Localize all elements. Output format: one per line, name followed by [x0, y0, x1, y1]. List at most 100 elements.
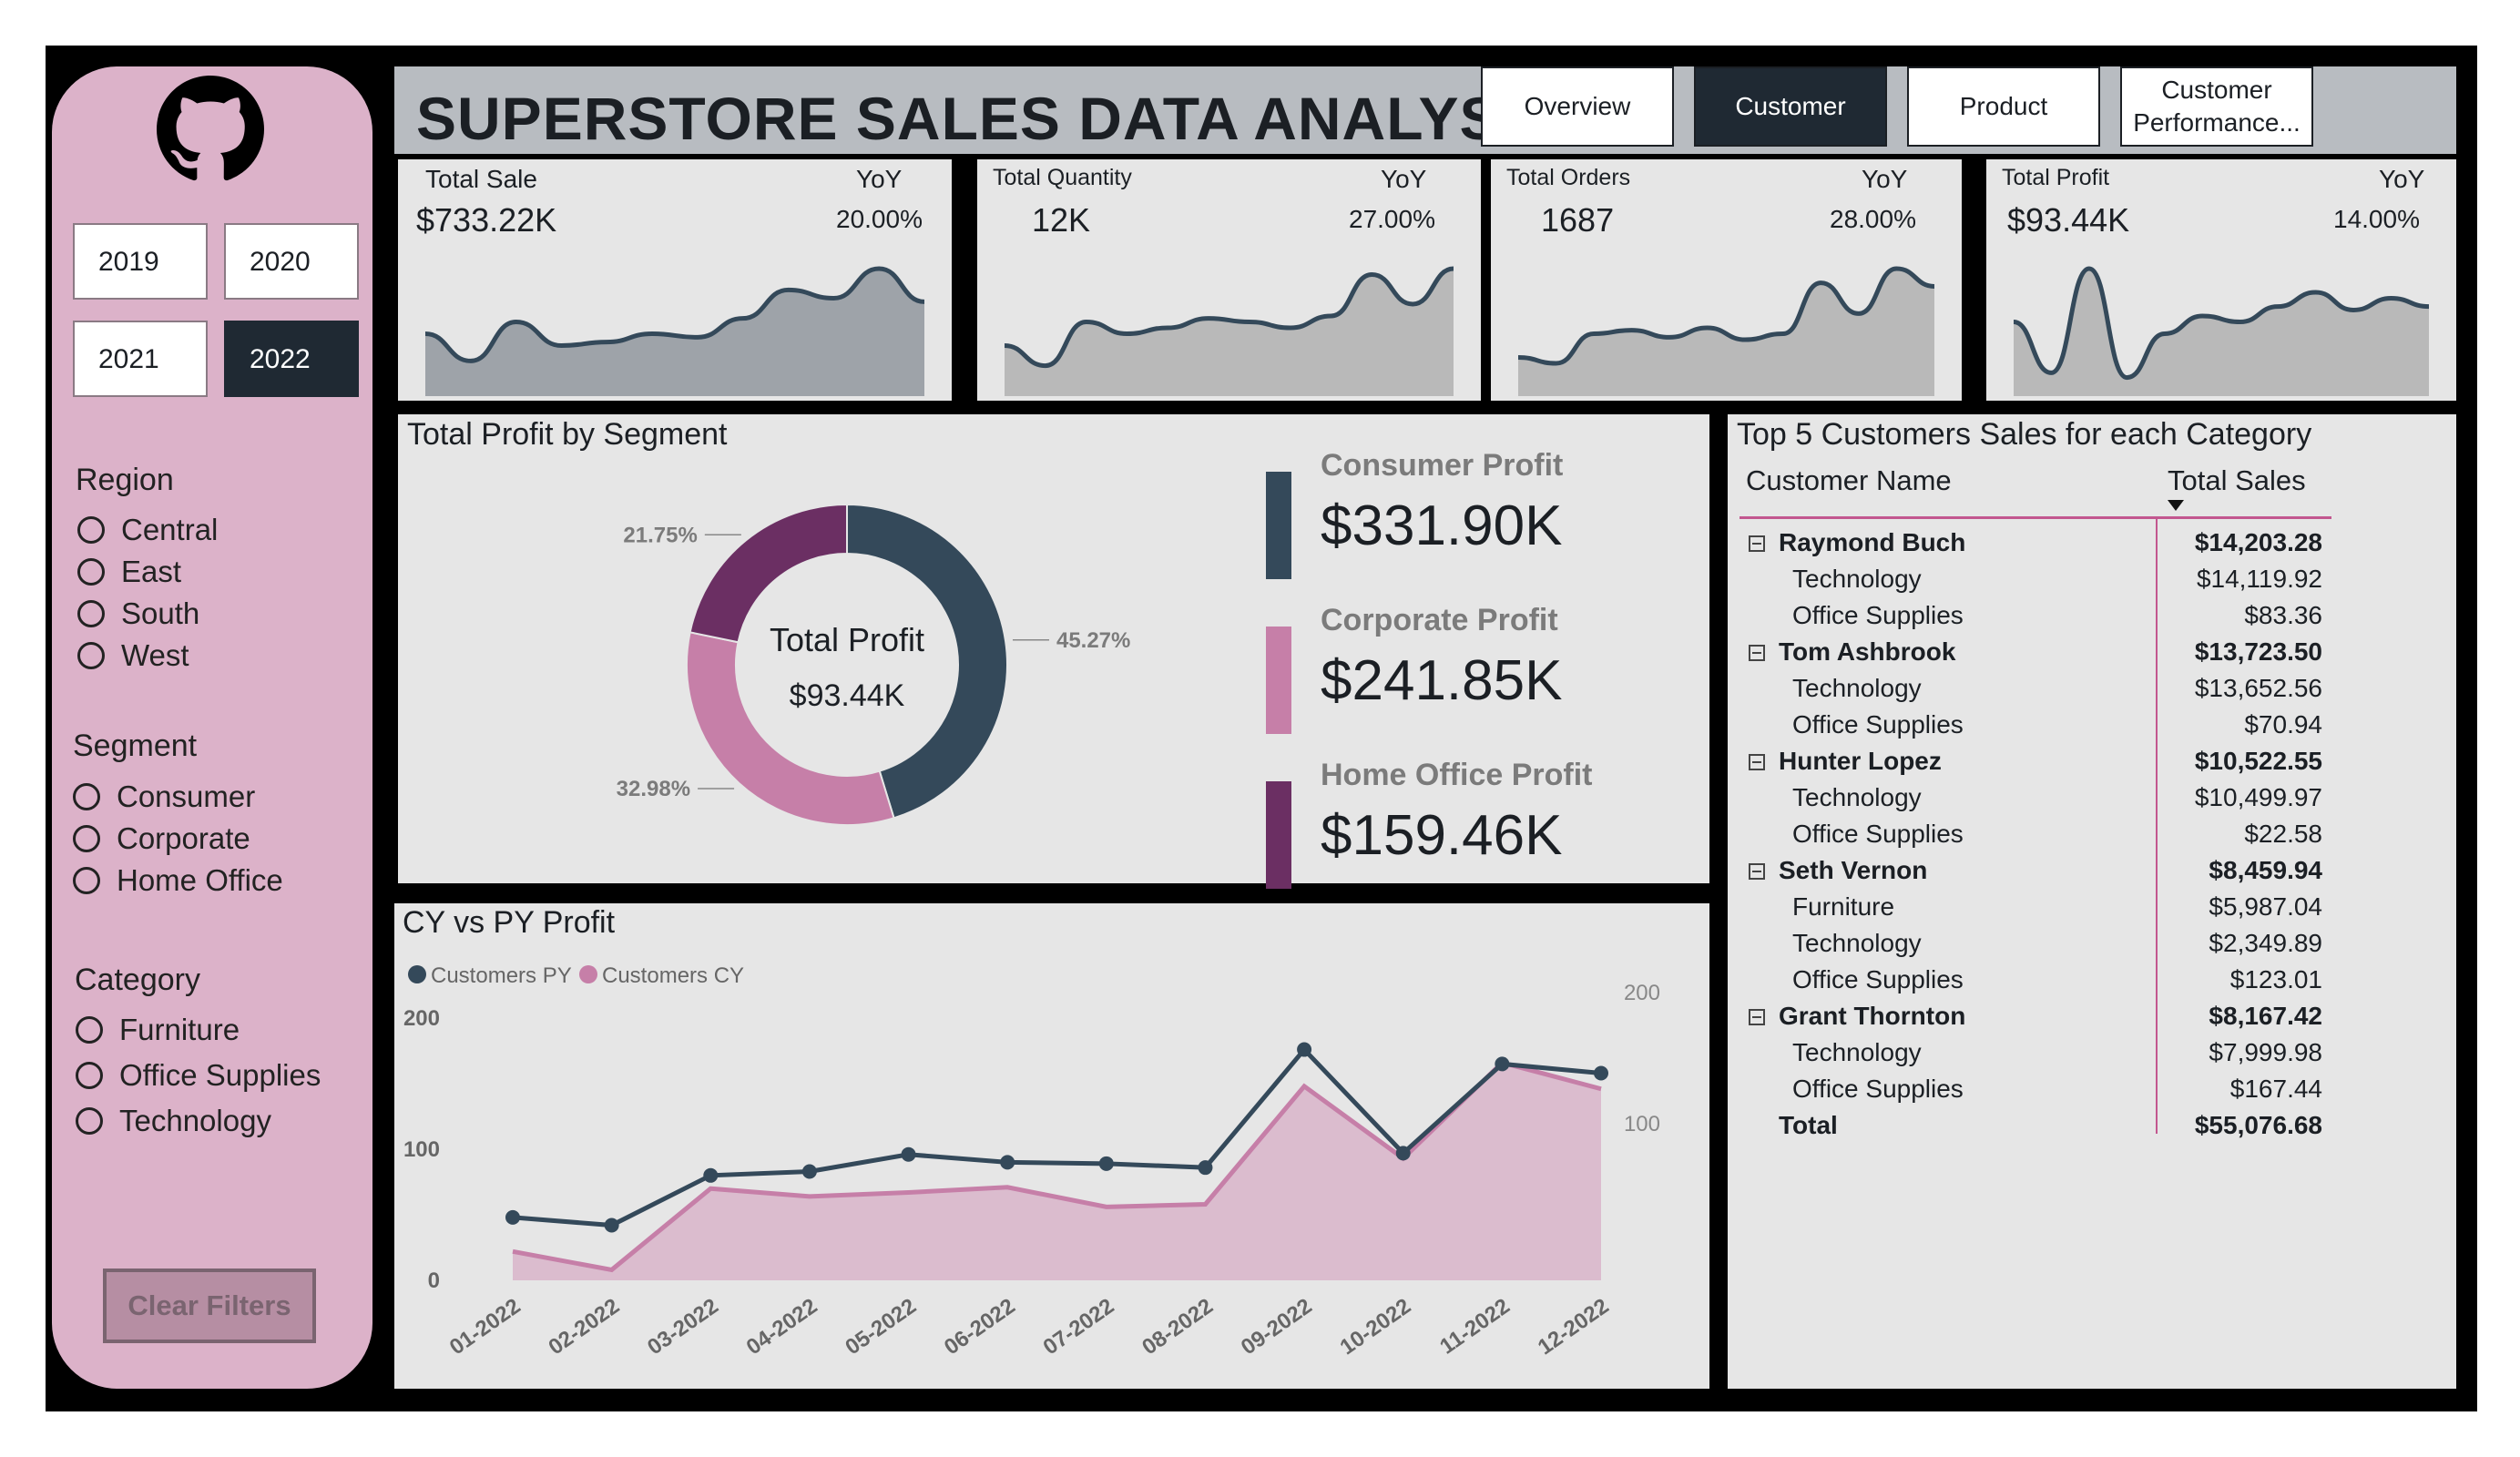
- sparkline-area: [1518, 269, 1934, 396]
- sort-desc-icon[interactable]: [2168, 500, 2186, 513]
- radio-button-icon[interactable]: [73, 867, 100, 894]
- customer-row[interactable]: Tom Ashbrook $13,723.50: [1740, 637, 2331, 674]
- radio-button-icon[interactable]: [77, 642, 105, 669]
- row-name: Technology: [1792, 674, 1922, 702]
- category-option-technology[interactable]: Technology: [76, 1104, 271, 1138]
- category-option-office-supplies[interactable]: Office Supplies: [76, 1058, 321, 1093]
- data-point-customers-py[interactable]: [1098, 1156, 1114, 1171]
- year-button-2022[interactable]: 2022: [224, 321, 359, 397]
- donut-slice-corporate[interactable]: [686, 631, 895, 826]
- donut-slice-consumer[interactable]: [846, 503, 1008, 820]
- radio-button-icon[interactable]: [76, 1016, 103, 1044]
- collapse-icon[interactable]: [1749, 863, 1765, 880]
- year-button-2021[interactable]: 2021: [73, 321, 208, 397]
- donut-pct-label: 21.75%: [623, 523, 697, 547]
- region-filter-title: Region: [76, 463, 174, 497]
- region-option-south[interactable]: South: [77, 596, 199, 631]
- kpi-yoy-value: 27.00%: [1349, 205, 1435, 233]
- category-row: Technology $7,999.98: [1740, 1038, 2331, 1075]
- row-value: $7,999.98: [2209, 1038, 2322, 1066]
- radio-button-icon[interactable]: [76, 1107, 103, 1135]
- tab-customer[interactable]: Customer: [1694, 66, 1887, 147]
- collapse-icon[interactable]: [1749, 1009, 1765, 1025]
- column-header-customer-name[interactable]: Customer Name: [1746, 464, 1952, 496]
- segment-donut-chart: 45.27% 32.98% 21.75% Total Profit $93.44K: [617, 503, 1130, 826]
- year-button-2019[interactable]: 2019: [73, 223, 208, 300]
- data-point-customers-py[interactable]: [901, 1146, 916, 1162]
- kpi-sparkline: [2013, 266, 2430, 396]
- radio-button-icon[interactable]: [73, 825, 100, 852]
- data-point-customers-py[interactable]: [1297, 1042, 1312, 1057]
- table-column-divider: [2156, 516, 2158, 1134]
- collapse-icon[interactable]: [1749, 645, 1765, 661]
- row-name: Technology: [1792, 783, 1922, 811]
- data-point-customers-py[interactable]: [703, 1167, 719, 1183]
- category-row: Technology $10,499.97: [1740, 783, 2331, 820]
- data-point-customers-py[interactable]: [1495, 1056, 1510, 1072]
- category-option-furniture[interactable]: Furniture: [76, 1013, 240, 1047]
- legend-label-customers-cy[interactable]: Customers CY: [602, 963, 744, 988]
- home-office-profit-color-bar: [1266, 781, 1291, 889]
- year-button-2020[interactable]: 2020: [224, 223, 359, 300]
- row-value: $83.36: [2244, 601, 2322, 629]
- segment-option-label: Consumer: [117, 779, 256, 813]
- data-point-customers-py[interactable]: [1395, 1146, 1411, 1161]
- github-icon[interactable]: [157, 76, 264, 183]
- row-value: $167.44: [2229, 1075, 2322, 1103]
- customer-row[interactable]: Grant Thornton $8,167.42: [1740, 1002, 2331, 1038]
- row-name: Technology: [1792, 929, 1922, 957]
- region-option-east[interactable]: East: [77, 555, 181, 589]
- region-option-label: East: [121, 555, 182, 588]
- segment-option-home-office[interactable]: Home Office: [73, 863, 283, 898]
- sparkline-line: [424, 266, 925, 363]
- x-tick-label: 10-2022: [1336, 1294, 1416, 1360]
- sparkline-area: [1005, 269, 1454, 396]
- radio-button-icon[interactable]: [77, 516, 105, 544]
- segment-option-corporate[interactable]: Corporate: [73, 821, 250, 856]
- consumer-profit-label: Consumer Profit: [1321, 448, 1564, 483]
- data-point-customers-py[interactable]: [604, 1218, 619, 1233]
- data-point-customers-py[interactable]: [505, 1209, 520, 1225]
- category-row: Office Supplies $123.01: [1740, 965, 2331, 1002]
- header-bar: [394, 66, 2456, 154]
- customer-row[interactable]: Seth Vernon $8,459.94: [1740, 856, 2331, 892]
- column-header-total-sales[interactable]: Total Sales: [2168, 464, 2306, 496]
- row-value: $8,459.94: [2209, 856, 2322, 884]
- x-tick-label: 11-2022: [1435, 1294, 1515, 1360]
- radio-button-icon[interactable]: [77, 600, 105, 627]
- data-point-customers-py[interactable]: [1000, 1155, 1015, 1170]
- radio-button-icon[interactable]: [76, 1062, 103, 1089]
- customer-row[interactable]: Hunter Lopez $10,522.55: [1740, 747, 2331, 783]
- row-name: Grant Thornton: [1779, 1002, 1966, 1030]
- tab-product[interactable]: Product: [1907, 66, 2100, 147]
- radio-button-icon[interactable]: [77, 558, 105, 586]
- row-value: $123.01: [2229, 965, 2322, 993]
- radio-button-icon[interactable]: [73, 783, 100, 810]
- data-point-customers-py[interactable]: [801, 1164, 817, 1179]
- donut-slice-home-office[interactable]: [689, 503, 848, 644]
- home-office-profit-value: $159.46K: [1321, 804, 1563, 867]
- y-tick-left: 0: [428, 1269, 440, 1293]
- row-name: Hunter Lopez: [1779, 747, 1942, 775]
- donut-pct-label: 45.27%: [1056, 628, 1130, 653]
- data-point-customers-py[interactable]: [1594, 1065, 1608, 1081]
- segment-profit-title: Total Profit by Segment: [407, 417, 728, 452]
- donut-center-value: $93.44K: [790, 678, 905, 713]
- category-row: Technology $14,119.92: [1740, 565, 2331, 601]
- segment-option-consumer[interactable]: Consumer: [73, 779, 255, 814]
- clear-filters-button[interactable]: Clear Filters: [103, 1269, 316, 1343]
- row-value: $10,522.55: [2194, 747, 2322, 775]
- tab-customer-performance[interactable]: Customer Performance...: [2120, 66, 2313, 147]
- customer-row[interactable]: Raymond Buch $14,203.28: [1740, 528, 2331, 565]
- row-name: Furniture: [1792, 892, 1895, 921]
- legend-label-customers-py[interactable]: Customers PY: [431, 963, 572, 988]
- y-tick-left: 100: [403, 1137, 440, 1162]
- x-tick-label: 09-2022: [1237, 1294, 1317, 1360]
- collapse-icon[interactable]: [1749, 754, 1765, 770]
- category-row: Office Supplies $22.58: [1740, 820, 2331, 856]
- collapse-icon[interactable]: [1749, 535, 1765, 552]
- region-option-central[interactable]: Central: [77, 513, 218, 547]
- data-point-customers-py[interactable]: [1198, 1160, 1213, 1176]
- tab-overview[interactable]: Overview: [1481, 66, 1674, 147]
- region-option-west[interactable]: West: [77, 638, 189, 673]
